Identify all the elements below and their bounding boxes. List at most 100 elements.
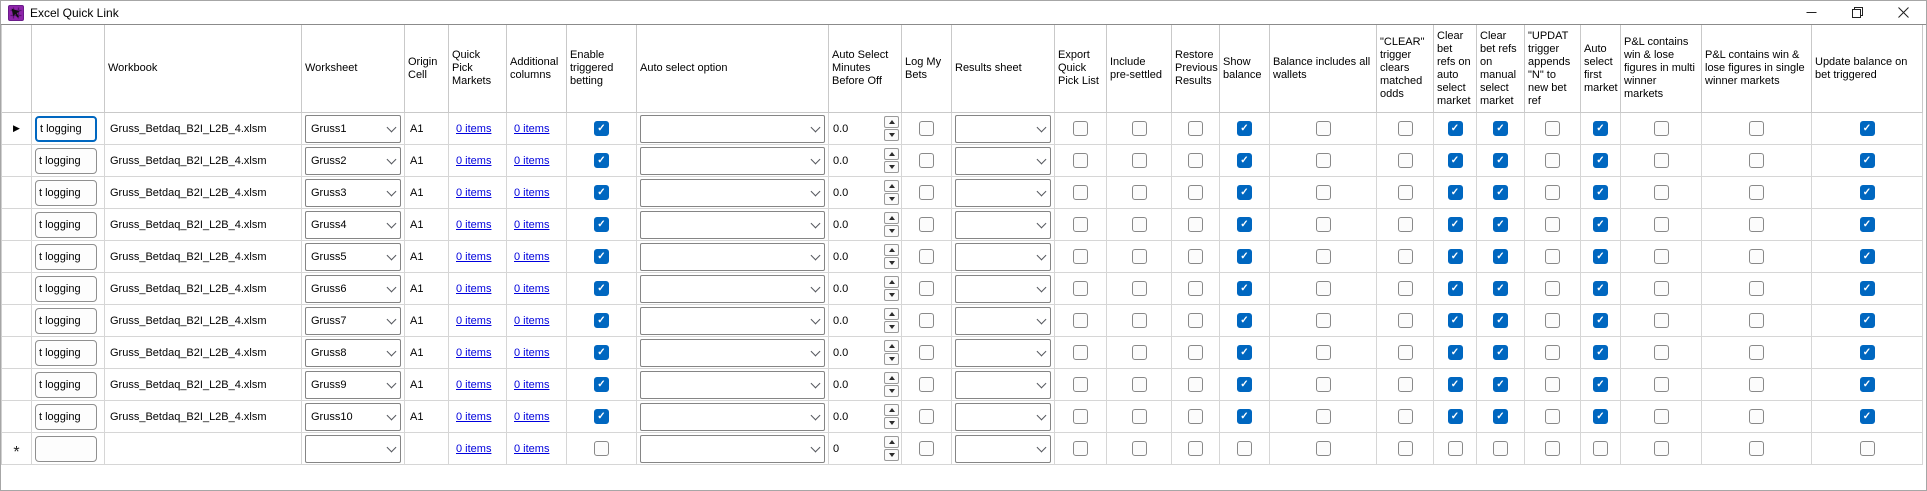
cell-origin-cell[interactable]: A1 bbox=[405, 273, 449, 305]
cell-workbook[interactable]: Gruss_Betdaq_B2I_L2B_4.xlsm bbox=[105, 209, 302, 241]
checkbox-pnl-multi-winner-markets[interactable] bbox=[1653, 377, 1669, 392]
checkbox-clear-bet-refs-on-manual-select-market[interactable]: ✓ bbox=[1493, 217, 1508, 232]
quick-pick-markets-link[interactable]: 0 items bbox=[456, 442, 492, 455]
results-sheet-dropdown[interactable] bbox=[955, 146, 1051, 175]
additional-columns-link[interactable]: 0 items bbox=[514, 282, 550, 295]
results-sheet-dropdown[interactable] bbox=[955, 306, 1051, 335]
checkbox-auto-select-first-market[interactable]: ✓ bbox=[1593, 217, 1608, 232]
checkbox-include-pre-settled[interactable] bbox=[1131, 377, 1147, 392]
checkbox-clear-bet-refs-on-manual-select-market[interactable]: ✓ bbox=[1493, 153, 1508, 168]
auto-select-option-dropdown[interactable] bbox=[640, 178, 825, 207]
column-header-quick-pick-markets[interactable]: Quick Pick Markets bbox=[449, 25, 507, 113]
cell-workbook[interactable]: Gruss_Betdaq_B2I_L2B_4.xlsm bbox=[105, 305, 302, 337]
checkbox-balance-includes-all-wallets[interactable] bbox=[1315, 409, 1331, 424]
checkbox-auto-select-first-market[interactable]: ✓ bbox=[1593, 249, 1608, 264]
checkbox-restore-previous-results[interactable] bbox=[1188, 281, 1203, 296]
checkbox-restore-previous-results[interactable] bbox=[1188, 377, 1203, 392]
checkbox-pnl-multi-winner-markets[interactable] bbox=[1653, 121, 1669, 136]
spinner-up-button[interactable] bbox=[884, 212, 899, 224]
column-header-auto-select-minutes-before-off[interactable]: Auto Select Minutes Before Off bbox=[829, 25, 902, 113]
auto-select-option-dropdown[interactable] bbox=[640, 306, 825, 335]
column-header-results-sheet[interactable]: Results sheet bbox=[952, 25, 1055, 113]
checkbox-update-balance-on-bet-triggered[interactable]: ✓ bbox=[1859, 121, 1875, 136]
checkbox-export-quick-pick-list[interactable] bbox=[1073, 249, 1088, 264]
checkbox-restore-previous-results[interactable] bbox=[1188, 409, 1203, 424]
checkbox-auto-select-first-market[interactable]: ✓ bbox=[1593, 153, 1608, 168]
checkbox-clear-bet-refs-on-auto-select-market[interactable]: ✓ bbox=[1447, 217, 1463, 232]
checkbox-restore-previous-results[interactable] bbox=[1188, 217, 1203, 232]
checkbox-auto-select-first-market[interactable]: ✓ bbox=[1593, 121, 1608, 136]
row-header-cell[interactable] bbox=[2, 145, 32, 177]
checkbox-update-balance-on-bet-triggered[interactable]: ✓ bbox=[1859, 313, 1875, 328]
cell-workbook[interactable]: Gruss_Betdaq_B2I_L2B_4.xlsm bbox=[105, 177, 302, 209]
checkbox-export-quick-pick-list[interactable] bbox=[1073, 217, 1088, 232]
checkbox-log-my-bets[interactable] bbox=[919, 217, 934, 232]
spinner-down-button[interactable] bbox=[884, 289, 899, 301]
additional-columns-link[interactable]: 0 items bbox=[514, 378, 550, 391]
checkbox-clear-trigger-clears-matched-odds[interactable] bbox=[1397, 313, 1413, 328]
column-header-clear-bet-refs-on-manual-select-market[interactable]: Clear bet refs on manual select market bbox=[1477, 25, 1525, 113]
results-sheet-dropdown[interactable] bbox=[955, 178, 1051, 207]
cell-workbook[interactable]: Gruss_Betdaq_B2I_L2B_4.xlsm bbox=[105, 113, 302, 145]
column-header-pnl-multi-winner-markets[interactable]: P&L contains win & lose figures in multi… bbox=[1621, 25, 1702, 113]
checkbox-pnl-multi-winner-markets[interactable] bbox=[1653, 441, 1669, 456]
checkbox-restore-previous-results[interactable] bbox=[1188, 313, 1203, 328]
results-sheet-dropdown[interactable] bbox=[955, 434, 1051, 463]
auto-select-option-dropdown[interactable] bbox=[640, 274, 825, 303]
checkbox-clear-bet-refs-on-auto-select-market[interactable]: ✓ bbox=[1447, 377, 1463, 392]
checkbox-show-balance[interactable]: ✓ bbox=[1237, 249, 1252, 264]
checkbox-include-pre-settled[interactable] bbox=[1131, 441, 1147, 456]
checkbox-pnl-multi-winner-markets[interactable] bbox=[1653, 185, 1669, 200]
checkbox-update-balance-on-bet-triggered[interactable]: ✓ bbox=[1859, 345, 1875, 360]
logging-button[interactable] bbox=[35, 435, 97, 462]
checkbox-clear-bet-refs-on-auto-select-market[interactable]: ✓ bbox=[1447, 409, 1463, 424]
checkbox-clear-trigger-clears-matched-odds[interactable] bbox=[1397, 249, 1413, 264]
logging-button[interactable]: t logging bbox=[35, 339, 97, 366]
checkbox-enable-triggered-betting[interactable]: ✓ bbox=[594, 217, 609, 232]
checkbox-show-balance[interactable] bbox=[1237, 441, 1252, 456]
checkbox-balance-includes-all-wallets[interactable] bbox=[1315, 345, 1331, 360]
additional-columns-link[interactable]: 0 items bbox=[514, 442, 550, 455]
results-sheet-dropdown[interactable] bbox=[955, 370, 1051, 399]
checkbox-log-my-bets[interactable] bbox=[919, 441, 934, 456]
checkbox-show-balance[interactable]: ✓ bbox=[1237, 153, 1252, 168]
spinner-down-button[interactable] bbox=[884, 321, 899, 333]
checkbox-restore-previous-results[interactable] bbox=[1188, 185, 1203, 200]
checkbox-auto-select-first-market[interactable]: ✓ bbox=[1593, 281, 1608, 296]
additional-columns-link[interactable]: 0 items bbox=[514, 346, 550, 359]
checkbox-clear-trigger-clears-matched-odds[interactable] bbox=[1397, 217, 1413, 232]
checkbox-clear-bet-refs-on-manual-select-market[interactable]: ✓ bbox=[1493, 249, 1508, 264]
checkbox-update-balance-on-bet-triggered[interactable]: ✓ bbox=[1859, 409, 1875, 424]
column-header-worksheet[interactable]: Worksheet bbox=[302, 25, 405, 113]
checkbox-pnl-multi-winner-markets[interactable] bbox=[1653, 345, 1669, 360]
checkbox-export-quick-pick-list[interactable] bbox=[1073, 345, 1088, 360]
checkbox-balance-includes-all-wallets[interactable] bbox=[1315, 441, 1331, 456]
column-header-row-indicator[interactable] bbox=[2, 25, 32, 113]
spinner-up-button[interactable] bbox=[884, 340, 899, 352]
column-header-workbook[interactable]: Workbook bbox=[105, 25, 302, 113]
checkbox-clear-bet-refs-on-manual-select-market[interactable]: ✓ bbox=[1493, 377, 1508, 392]
logging-button[interactable]: t logging bbox=[35, 371, 97, 398]
spinner-up-button[interactable] bbox=[884, 148, 899, 160]
worksheet-dropdown[interactable]: Gruss2 bbox=[305, 146, 401, 175]
auto-select-option-dropdown[interactable] bbox=[640, 242, 825, 271]
checkbox-clear-bet-refs-on-auto-select-market[interactable]: ✓ bbox=[1447, 345, 1463, 360]
checkbox-log-my-bets[interactable] bbox=[919, 313, 934, 328]
checkbox-export-quick-pick-list[interactable] bbox=[1073, 377, 1088, 392]
auto-select-option-dropdown[interactable] bbox=[640, 114, 825, 143]
results-sheet-dropdown[interactable] bbox=[955, 338, 1051, 367]
checkbox-balance-includes-all-wallets[interactable] bbox=[1315, 217, 1331, 232]
checkbox-include-pre-settled[interactable] bbox=[1131, 345, 1147, 360]
checkbox-clear-bet-refs-on-auto-select-market[interactable]: ✓ bbox=[1447, 281, 1463, 296]
restore-button[interactable] bbox=[1834, 1, 1880, 23]
checkbox-pnl-single-winner-markets[interactable] bbox=[1749, 217, 1764, 232]
checkbox-clear-bet-refs-on-auto-select-market[interactable]: ✓ bbox=[1447, 185, 1463, 200]
checkbox-show-balance[interactable]: ✓ bbox=[1237, 377, 1252, 392]
additional-columns-link[interactable]: 0 items bbox=[514, 154, 550, 167]
checkbox-include-pre-settled[interactable] bbox=[1131, 313, 1147, 328]
checkbox-export-quick-pick-list[interactable] bbox=[1073, 185, 1088, 200]
checkbox-pnl-single-winner-markets[interactable] bbox=[1749, 409, 1764, 424]
column-header-log-my-bets[interactable]: Log My Bets bbox=[902, 25, 952, 113]
column-header-clear-trigger-clears-matched-odds[interactable]: "CLEAR" trigger clears matched odds bbox=[1377, 25, 1434, 113]
checkbox-updat-trigger-appends-n-to-new-bet-ref[interactable] bbox=[1545, 313, 1560, 328]
